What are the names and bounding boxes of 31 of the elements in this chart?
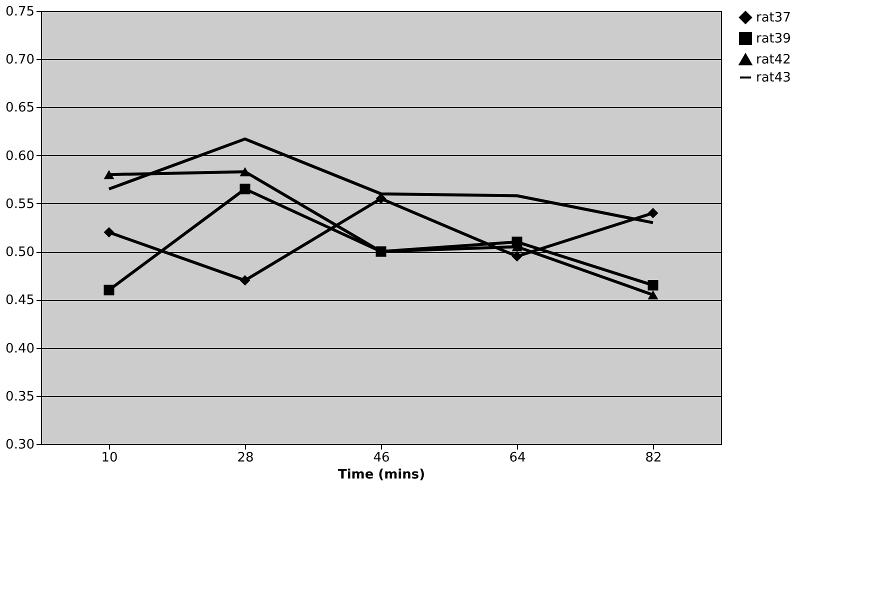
point: [240, 167, 250, 176]
legend-label: rat42: [756, 52, 791, 68]
y-tick-label: 0.65: [6, 100, 34, 116]
point: [104, 170, 114, 180]
point: [648, 290, 658, 300]
y-tick-label: 0.40: [6, 341, 34, 356]
point: [104, 284, 114, 296]
point: [104, 227, 114, 238]
x-tick-label: 82: [645, 450, 662, 466]
point: [648, 280, 658, 290]
y-tick-label: 0.70: [6, 52, 34, 68]
y-tick-label: 0.75: [6, 4, 34, 20]
y-tick-label: 0.50: [6, 245, 34, 260]
point: [648, 208, 658, 218]
y-tick-label: 0.55: [6, 196, 34, 212]
x-tick-label: 46: [373, 450, 390, 466]
point: [240, 275, 250, 286]
point: [240, 184, 250, 194]
y-tick-label: 0.35: [6, 389, 34, 404]
x-axis-title: Time (mins): [338, 468, 426, 482]
legend-label: rat43: [756, 70, 791, 86]
point: [512, 251, 522, 262]
legend-label: rat39: [756, 32, 791, 46]
x-tick-label: 28: [237, 450, 254, 466]
point: [376, 193, 386, 204]
x-tick-label: 10: [101, 450, 118, 466]
y-tick-label: 0.30: [6, 438, 34, 452]
x-tick-label: 64: [509, 450, 526, 466]
y-tick-label: 0.60: [6, 148, 34, 164]
y-tick-label: 0.45: [6, 293, 34, 308]
legend-label: rat37: [756, 10, 791, 26]
